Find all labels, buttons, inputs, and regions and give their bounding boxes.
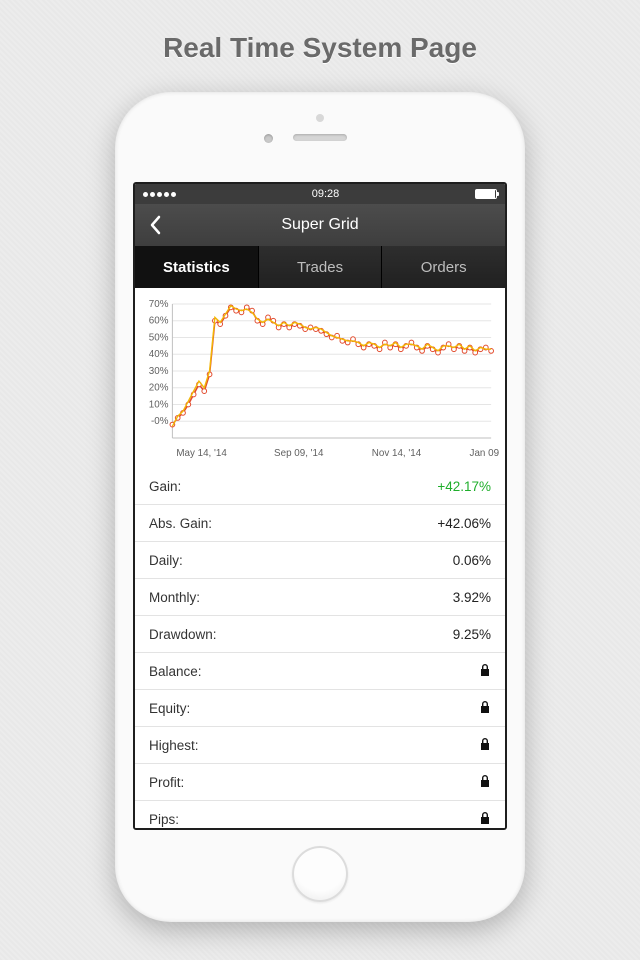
phone-frame: 09:28 Super Grid StatisticsTradesOrders … xyxy=(115,92,525,922)
status-bar: 09:28 xyxy=(135,184,505,204)
stat-label: Pips: xyxy=(149,812,179,827)
svg-text:May 14, '14: May 14, '14 xyxy=(176,448,227,459)
stat-value xyxy=(479,811,491,828)
phone-screen: 09:28 Super Grid StatisticsTradesOrders … xyxy=(133,182,507,830)
svg-text:Jan 09, '15: Jan 09, '15 xyxy=(470,448,499,459)
svg-text:10%: 10% xyxy=(149,399,169,410)
svg-text:Nov 14, '14: Nov 14, '14 xyxy=(372,448,422,459)
stat-value: 9.25% xyxy=(453,627,491,642)
stat-value: +42.17% xyxy=(437,479,491,494)
svg-text:-0%: -0% xyxy=(151,416,169,427)
chevron-left-icon xyxy=(147,213,163,237)
stat-label: Profit: xyxy=(149,775,184,790)
statistics-list: Gain: +42.17% Abs. Gain: +42.06% Daily: 0.06%… xyxy=(135,468,505,828)
performance-chart: 70% 60% 50% 40% 30% 20% 10% -0% May 14, '14 Sep 0… xyxy=(135,288,505,468)
stat-label: Equity: xyxy=(149,701,190,716)
tab-trades[interactable]: Trades xyxy=(259,246,383,288)
stat-row: Pips: xyxy=(135,801,505,828)
stat-value xyxy=(479,700,491,717)
stat-label: Highest: xyxy=(149,738,199,753)
stat-row: Abs. Gain: +42.06% xyxy=(135,505,505,542)
lock-icon xyxy=(479,737,491,751)
svg-text:70%: 70% xyxy=(149,299,169,310)
stat-row: Balance: xyxy=(135,653,505,690)
nav-bar: Super Grid xyxy=(135,204,505,246)
phone-sensor xyxy=(316,114,324,122)
stat-value: 0.06% xyxy=(453,553,491,568)
lock-icon xyxy=(479,774,491,788)
svg-text:60%: 60% xyxy=(149,316,169,327)
svg-text:30%: 30% xyxy=(149,366,169,377)
stat-row: Highest: xyxy=(135,727,505,764)
status-time: 09:28 xyxy=(312,188,340,200)
svg-text:50%: 50% xyxy=(149,332,169,343)
stat-value xyxy=(479,774,491,791)
stat-label: Daily: xyxy=(149,553,183,568)
stat-label: Gain: xyxy=(149,479,181,494)
svg-text:40%: 40% xyxy=(149,349,169,360)
lock-icon xyxy=(479,663,491,677)
back-button[interactable] xyxy=(141,211,169,239)
lock-icon xyxy=(479,700,491,714)
phone-camera xyxy=(264,134,273,143)
hero-title: Real Time System Page xyxy=(0,0,640,64)
svg-text:Sep 09, '14: Sep 09, '14 xyxy=(274,448,324,459)
stat-label: Balance: xyxy=(149,664,202,679)
nav-title: Super Grid xyxy=(281,216,358,234)
stat-row: Daily: 0.06% xyxy=(135,542,505,579)
tab-orders[interactable]: Orders xyxy=(382,246,505,288)
stat-row: Equity: xyxy=(135,690,505,727)
stat-value xyxy=(479,663,491,680)
stat-row: Drawdown: 9.25% xyxy=(135,616,505,653)
stat-label: Monthly: xyxy=(149,590,200,605)
stat-row: Gain: +42.17% xyxy=(135,468,505,505)
tabs: StatisticsTradesOrders xyxy=(135,246,505,288)
lock-icon xyxy=(479,811,491,825)
stat-row: Profit: xyxy=(135,764,505,801)
tab-statistics[interactable]: Statistics xyxy=(135,246,259,288)
stat-label: Drawdown: xyxy=(149,627,217,642)
stat-value xyxy=(479,737,491,754)
stat-value: 3.92% xyxy=(453,590,491,605)
svg-text:20%: 20% xyxy=(149,383,169,394)
signal-icon xyxy=(143,192,176,197)
stat-value: +42.06% xyxy=(437,516,491,531)
content-panel: 70% 60% 50% 40% 30% 20% 10% -0% May 14, '14 Sep 0… xyxy=(135,288,505,828)
stat-row: Monthly: 3.92% xyxy=(135,579,505,616)
stat-label: Abs. Gain: xyxy=(149,516,212,531)
battery-icon xyxy=(475,189,497,199)
phone-speaker xyxy=(293,134,347,141)
home-button[interactable] xyxy=(292,846,348,902)
